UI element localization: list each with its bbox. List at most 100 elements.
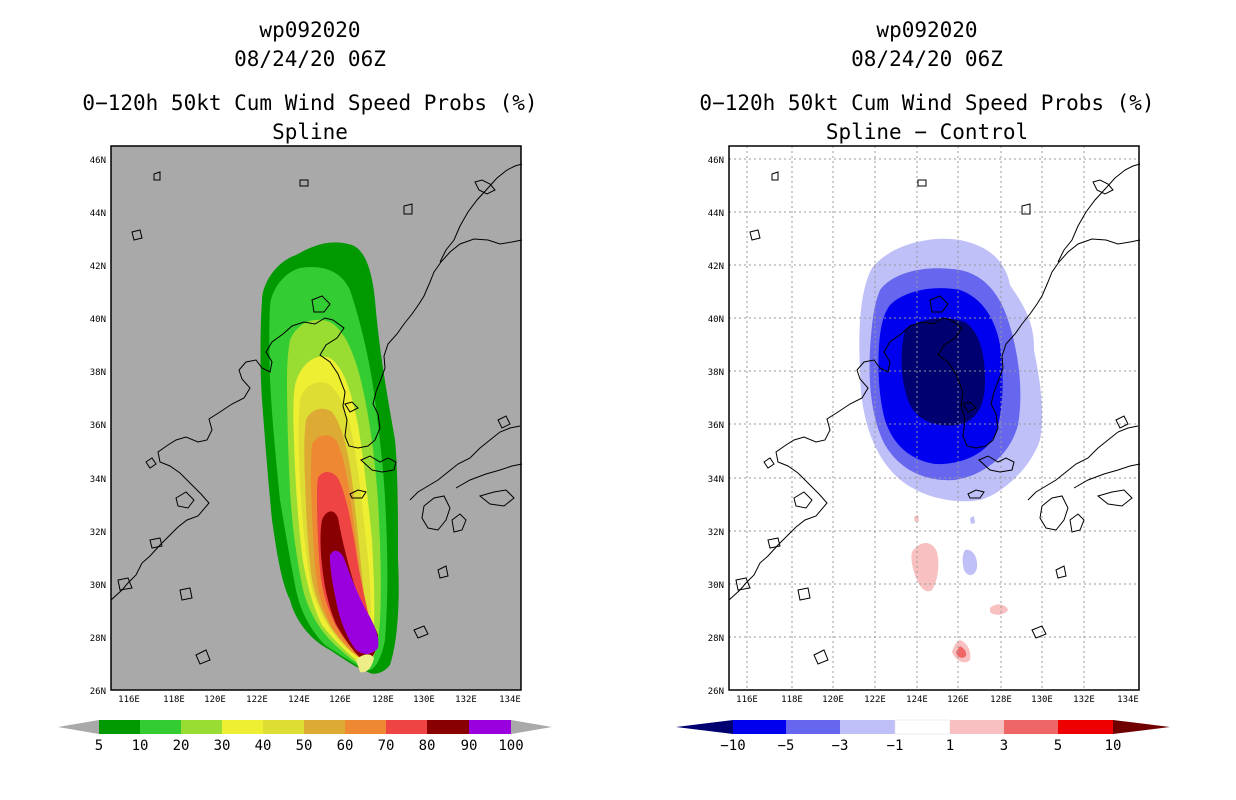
right-colorbar-bin-4 [950,720,1004,734]
left-colorbar-bin-9 [469,720,511,734]
contour-plus-1-a [911,543,939,592]
right-lat-tick: 36N [708,421,724,431]
right-difference-contours [859,238,1043,663]
right-lon-axis: 116E 118E 120E 122E 124E 126E 128E 130E … [736,695,1139,705]
contour-100 [356,654,374,673]
left-colorbar-label: 80 [419,738,436,754]
contour-plus-3 [956,646,967,658]
left-lat-tick: 36N [90,421,106,431]
left-colorbar-label: 100 [498,738,523,754]
right-colorbar-bin-1 [786,720,840,734]
right-colorbar-bin-0 [733,720,786,734]
left-title-storm-id: wp092020 [259,18,360,42]
right-lat-tick: 34N [708,475,724,485]
left-colorbar-over [511,720,552,734]
right-colorbar-label: 10 [1105,738,1122,754]
left-lon-tick: 134E [499,695,521,705]
right-title-product: 0−120h 50kt Cum Wind Speed Probs (%) [699,91,1154,115]
right-panel: wp092020 08/24/20 06Z 0−120h 50kt Cum Wi… [676,18,1170,754]
left-lat-tick: 38N [90,368,106,378]
left-lon-tick: 128E [372,695,394,705]
right-lon-tick: 132E [1073,695,1095,705]
contour-plus-1-b [990,604,1008,615]
left-colorbar-bin-5 [304,720,345,734]
left-lon-tick: 132E [455,695,477,705]
right-colorbar-label: −10 [720,738,745,754]
left-colorbar-label: 5 [95,738,103,754]
left-lat-tick: 26N [90,687,106,697]
left-lon-tick: 122E [246,695,268,705]
contour-minus-10 [901,318,985,426]
right-lat-tick: 28N [708,634,724,644]
left-panel: wp092020 08/24/20 06Z 0−120h 50kt Cum Wi… [58,18,552,754]
right-colorbar-bin-2 [840,720,895,734]
left-lon-tick: 120E [204,695,226,705]
right-lat-tick: 32N [708,528,724,538]
left-lat-axis: 26N 28N 30N 32N 34N 36N 38N 40N 42N 44N … [90,156,106,697]
left-lat-tick: 46N [90,156,106,166]
left-lon-tick: 118E [163,695,185,705]
right-title-method: Spline − Control [826,120,1028,144]
contour-90 [330,550,379,654]
left-colorbar-label: 90 [461,738,478,754]
right-lon-tick: 128E [990,695,1012,705]
left-lon-axis: 116E 118E 120E 122E 124E 126E 128E 130E … [118,695,521,705]
left-lat-tick: 28N [90,634,106,644]
left-lon-tick: 124E [288,695,310,705]
right-colorbar-label: 3 [1000,738,1008,754]
left-colorbar: 5 10 20 30 40 50 60 70 80 90 100 [58,720,552,754]
left-colorbar-bin-2 [181,720,222,734]
left-colorbar-label: 70 [378,738,395,754]
left-lon-tick: 130E [413,695,435,705]
right-colorbar-label: 5 [1054,738,1062,754]
left-probability-contours [260,242,399,674]
left-lat-tick: 34N [90,475,106,485]
left-colorbar-bin-4 [263,720,304,734]
right-lon-tick: 120E [822,695,844,705]
right-colorbar-bin-6 [1058,720,1113,734]
right-colorbar-label: −3 [832,738,849,754]
left-colorbar-label: 10 [132,738,149,754]
right-lon-tick: 122E [864,695,886,705]
right-colorbar-bin-3 [894,719,951,735]
left-lat-tick: 42N [90,262,106,272]
left-title-date: 08/24/20 06Z [234,47,386,71]
right-colorbar-label: −5 [778,738,795,754]
left-lat-tick: 44N [90,209,106,219]
left-colorbar-bin-7 [386,720,427,734]
left-lat-tick: 30N [90,581,106,591]
contour-minus-1-c [970,516,975,524]
right-lat-tick: 26N [708,687,724,697]
left-colorbar-label: 30 [214,738,231,754]
right-lon-tick: 126E [947,695,969,705]
right-lat-axis: 26N 28N 30N 32N 34N 36N 38N 40N 42N 44N … [708,156,724,697]
left-lon-tick: 116E [118,695,140,705]
left-colorbar-label: 60 [337,738,354,754]
right-colorbar: −10 −5 −3 −1 1 3 5 10 [676,719,1170,754]
right-colorbar-bin-5 [1004,720,1058,734]
left-lat-tick: 32N [90,528,106,538]
right-lat-tick: 30N [708,581,724,591]
right-lon-tick: 130E [1031,695,1053,705]
right-lat-tick: 46N [708,156,724,166]
right-colorbar-under [676,720,733,734]
right-map-frame [728,145,1140,691]
left-colorbar-under [58,720,99,734]
right-gridlines [729,146,1139,690]
left-map-frame [110,145,522,691]
right-lat-tick: 40N [708,315,724,325]
contour-minus-1-b [962,549,978,576]
left-colorbar-label: 40 [255,738,272,754]
left-colorbar-bin-6 [345,720,386,734]
right-colorbar-label: 1 [946,738,954,754]
left-colorbar-bin-1 [140,720,181,734]
right-lat-tick: 44N [708,209,724,219]
right-title-storm-id: wp092020 [876,18,977,42]
left-lon-tick: 126E [329,695,351,705]
left-colorbar-label: 50 [296,738,313,754]
left-lat-tick: 40N [90,315,106,325]
right-lon-tick: 116E [736,695,758,705]
right-colorbar-label: −1 [887,738,904,754]
right-lat-tick: 42N [708,262,724,272]
right-lon-tick: 118E [781,695,803,705]
